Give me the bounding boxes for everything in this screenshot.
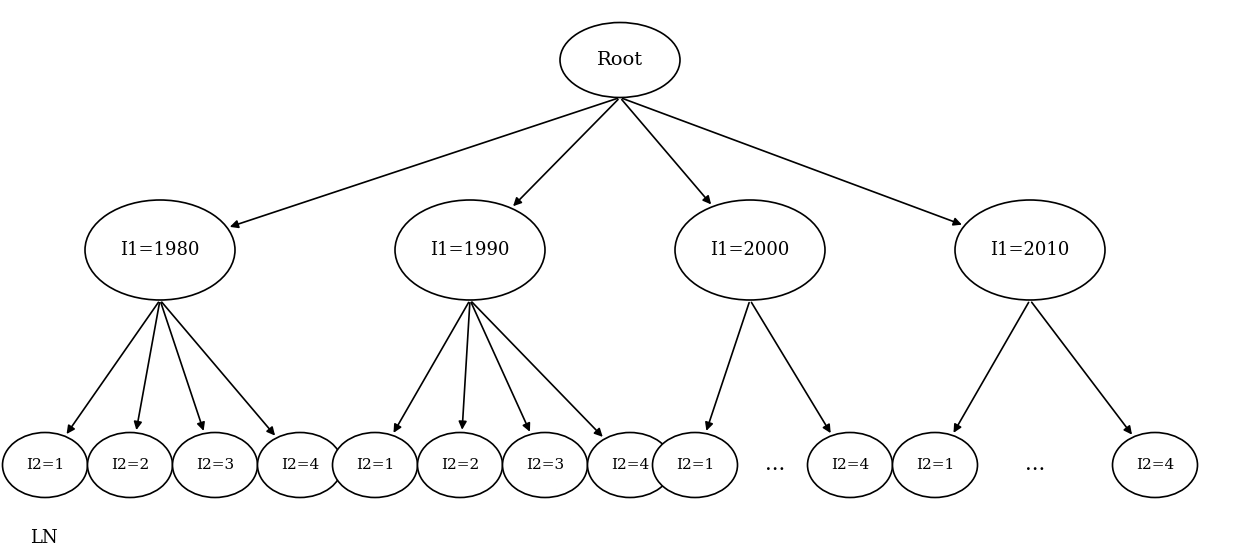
Ellipse shape [172, 432, 258, 497]
Text: I1=2010: I1=2010 [991, 241, 1070, 259]
Text: I2=4: I2=4 [831, 458, 869, 472]
Ellipse shape [588, 432, 672, 497]
Ellipse shape [2, 432, 88, 497]
Text: I2=4: I2=4 [611, 458, 649, 472]
Text: LN: LN [30, 529, 57, 547]
Text: I2=1: I2=1 [356, 458, 394, 472]
Text: I1=1980: I1=1980 [120, 241, 200, 259]
Text: I2=3: I2=3 [526, 458, 564, 472]
Ellipse shape [258, 432, 342, 497]
Text: I1=2000: I1=2000 [711, 241, 790, 259]
Ellipse shape [652, 432, 738, 497]
Text: I2=4: I2=4 [1136, 458, 1174, 472]
Ellipse shape [807, 432, 893, 497]
Text: ...: ... [1025, 455, 1045, 474]
Ellipse shape [675, 200, 825, 300]
Ellipse shape [86, 200, 236, 300]
Ellipse shape [955, 200, 1105, 300]
Ellipse shape [560, 22, 680, 97]
Text: Root: Root [596, 51, 644, 69]
Text: I2=2: I2=2 [110, 458, 149, 472]
Text: I2=1: I2=1 [916, 458, 954, 472]
Ellipse shape [88, 432, 172, 497]
Ellipse shape [418, 432, 502, 497]
Text: I2=1: I2=1 [26, 458, 64, 472]
Text: I2=2: I2=2 [441, 458, 479, 472]
Ellipse shape [1112, 432, 1198, 497]
Text: I2=3: I2=3 [196, 458, 234, 472]
Text: I2=1: I2=1 [676, 458, 714, 472]
Ellipse shape [502, 432, 588, 497]
Ellipse shape [396, 200, 546, 300]
Text: I1=1990: I1=1990 [430, 241, 510, 259]
Text: I2=4: I2=4 [281, 458, 319, 472]
Ellipse shape [893, 432, 977, 497]
Ellipse shape [332, 432, 418, 497]
Text: ...: ... [765, 455, 785, 474]
